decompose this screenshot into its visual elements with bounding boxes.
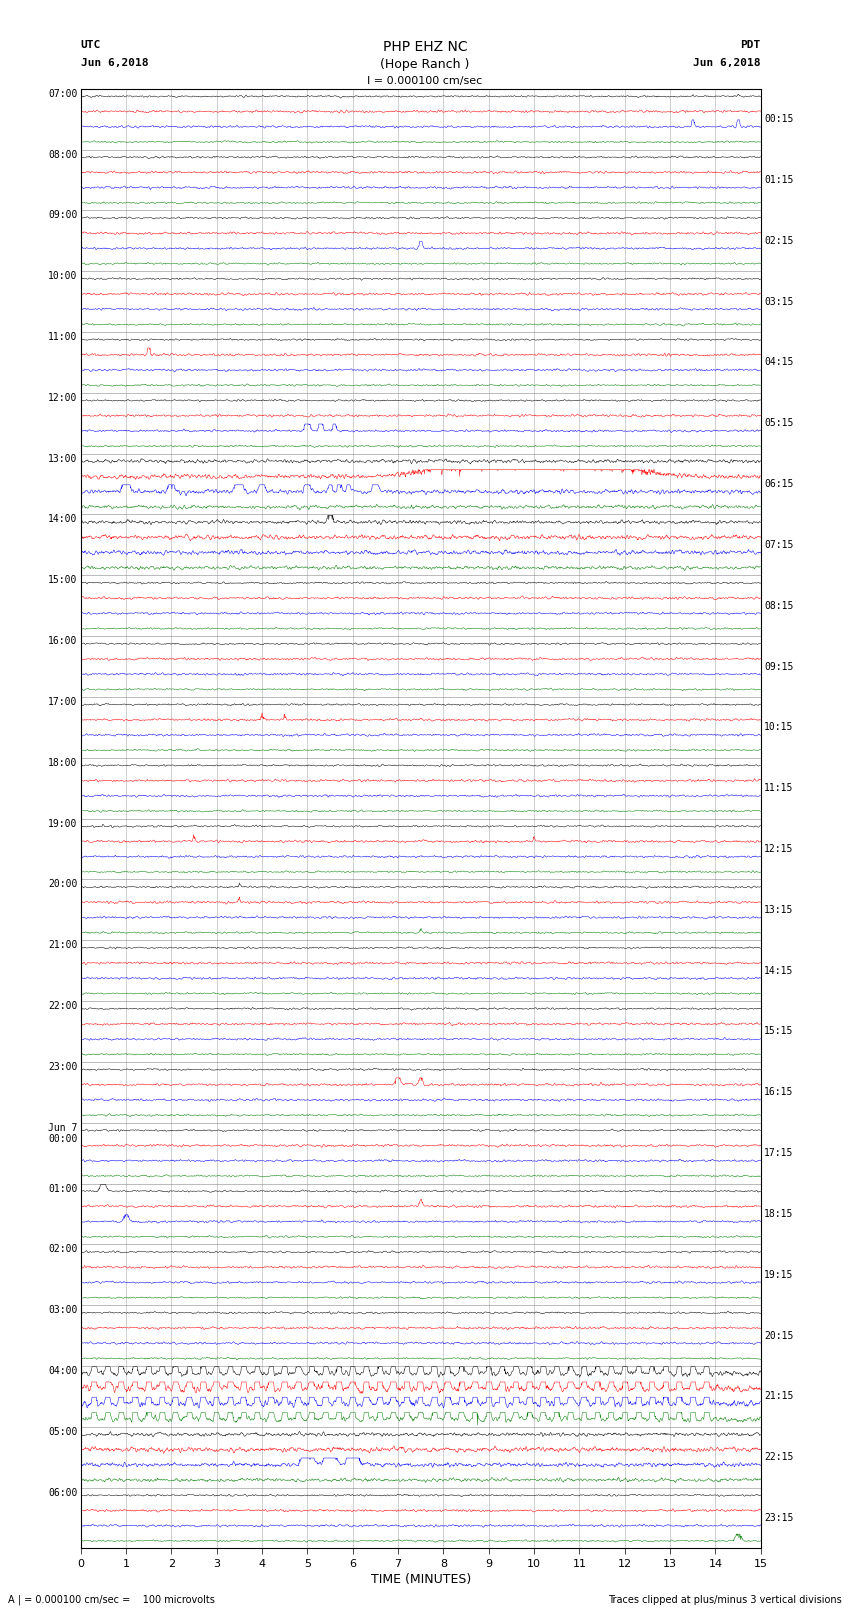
Text: 22:15: 22:15: [764, 1452, 794, 1463]
Text: 04:15: 04:15: [764, 358, 794, 368]
Text: 21:15: 21:15: [764, 1392, 794, 1402]
Text: 00:15: 00:15: [764, 115, 794, 124]
Text: 20:00: 20:00: [48, 879, 77, 889]
Text: 09:15: 09:15: [764, 661, 794, 671]
Text: 16:00: 16:00: [48, 636, 77, 647]
Text: 19:00: 19:00: [48, 819, 77, 829]
Text: 17:15: 17:15: [764, 1148, 794, 1158]
Text: 06:00: 06:00: [48, 1487, 77, 1497]
Text: UTC: UTC: [81, 40, 101, 50]
Text: 04:00: 04:00: [48, 1366, 77, 1376]
Text: 20:15: 20:15: [764, 1331, 794, 1340]
Text: 13:00: 13:00: [48, 453, 77, 463]
Text: 23:00: 23:00: [48, 1061, 77, 1073]
Text: 14:00: 14:00: [48, 515, 77, 524]
Text: 21:00: 21:00: [48, 940, 77, 950]
Text: 05:00: 05:00: [48, 1428, 77, 1437]
Text: Traces clipped at plus/minus 3 vertical divisions: Traces clipped at plus/minus 3 vertical …: [608, 1595, 842, 1605]
Text: 10:00: 10:00: [48, 271, 77, 281]
Text: 19:15: 19:15: [764, 1269, 794, 1279]
Text: PHP EHZ NC: PHP EHZ NC: [382, 40, 468, 55]
Text: 12:15: 12:15: [764, 844, 794, 853]
Text: 18:00: 18:00: [48, 758, 77, 768]
Text: 07:15: 07:15: [764, 540, 794, 550]
Text: 08:00: 08:00: [48, 150, 77, 160]
Text: 11:15: 11:15: [764, 784, 794, 794]
Text: Jun 6,2018: Jun 6,2018: [694, 58, 761, 68]
Text: 15:15: 15:15: [764, 1026, 794, 1037]
Text: 23:15: 23:15: [764, 1513, 794, 1523]
Text: 13:15: 13:15: [764, 905, 794, 915]
Text: 09:00: 09:00: [48, 210, 77, 221]
Text: 18:15: 18:15: [764, 1210, 794, 1219]
Text: (Hope Ranch ): (Hope Ranch ): [380, 58, 470, 71]
Text: 11:00: 11:00: [48, 332, 77, 342]
Text: 01:00: 01:00: [48, 1184, 77, 1194]
Text: 14:15: 14:15: [764, 966, 794, 976]
Text: 05:15: 05:15: [764, 418, 794, 427]
Text: 03:15: 03:15: [764, 297, 794, 306]
Text: 08:15: 08:15: [764, 600, 794, 611]
X-axis label: TIME (MINUTES): TIME (MINUTES): [371, 1573, 471, 1586]
Text: 02:00: 02:00: [48, 1244, 77, 1255]
Text: A | = 0.000100 cm/sec =    100 microvolts: A | = 0.000100 cm/sec = 100 microvolts: [8, 1594, 215, 1605]
Text: I = 0.000100 cm/sec: I = 0.000100 cm/sec: [367, 76, 483, 85]
Text: 03:00: 03:00: [48, 1305, 77, 1315]
Text: 16:15: 16:15: [764, 1087, 794, 1097]
Text: 17:00: 17:00: [48, 697, 77, 706]
Text: 07:00: 07:00: [48, 89, 77, 98]
Text: PDT: PDT: [740, 40, 761, 50]
Text: 12:00: 12:00: [48, 394, 77, 403]
Text: 01:15: 01:15: [764, 174, 794, 185]
Text: 15:00: 15:00: [48, 576, 77, 586]
Text: Jun 6,2018: Jun 6,2018: [81, 58, 148, 68]
Text: 22:00: 22:00: [48, 1002, 77, 1011]
Text: 02:15: 02:15: [764, 235, 794, 245]
Text: 06:15: 06:15: [764, 479, 794, 489]
Text: 10:15: 10:15: [764, 723, 794, 732]
Text: Jun 7
00:00: Jun 7 00:00: [48, 1123, 77, 1144]
